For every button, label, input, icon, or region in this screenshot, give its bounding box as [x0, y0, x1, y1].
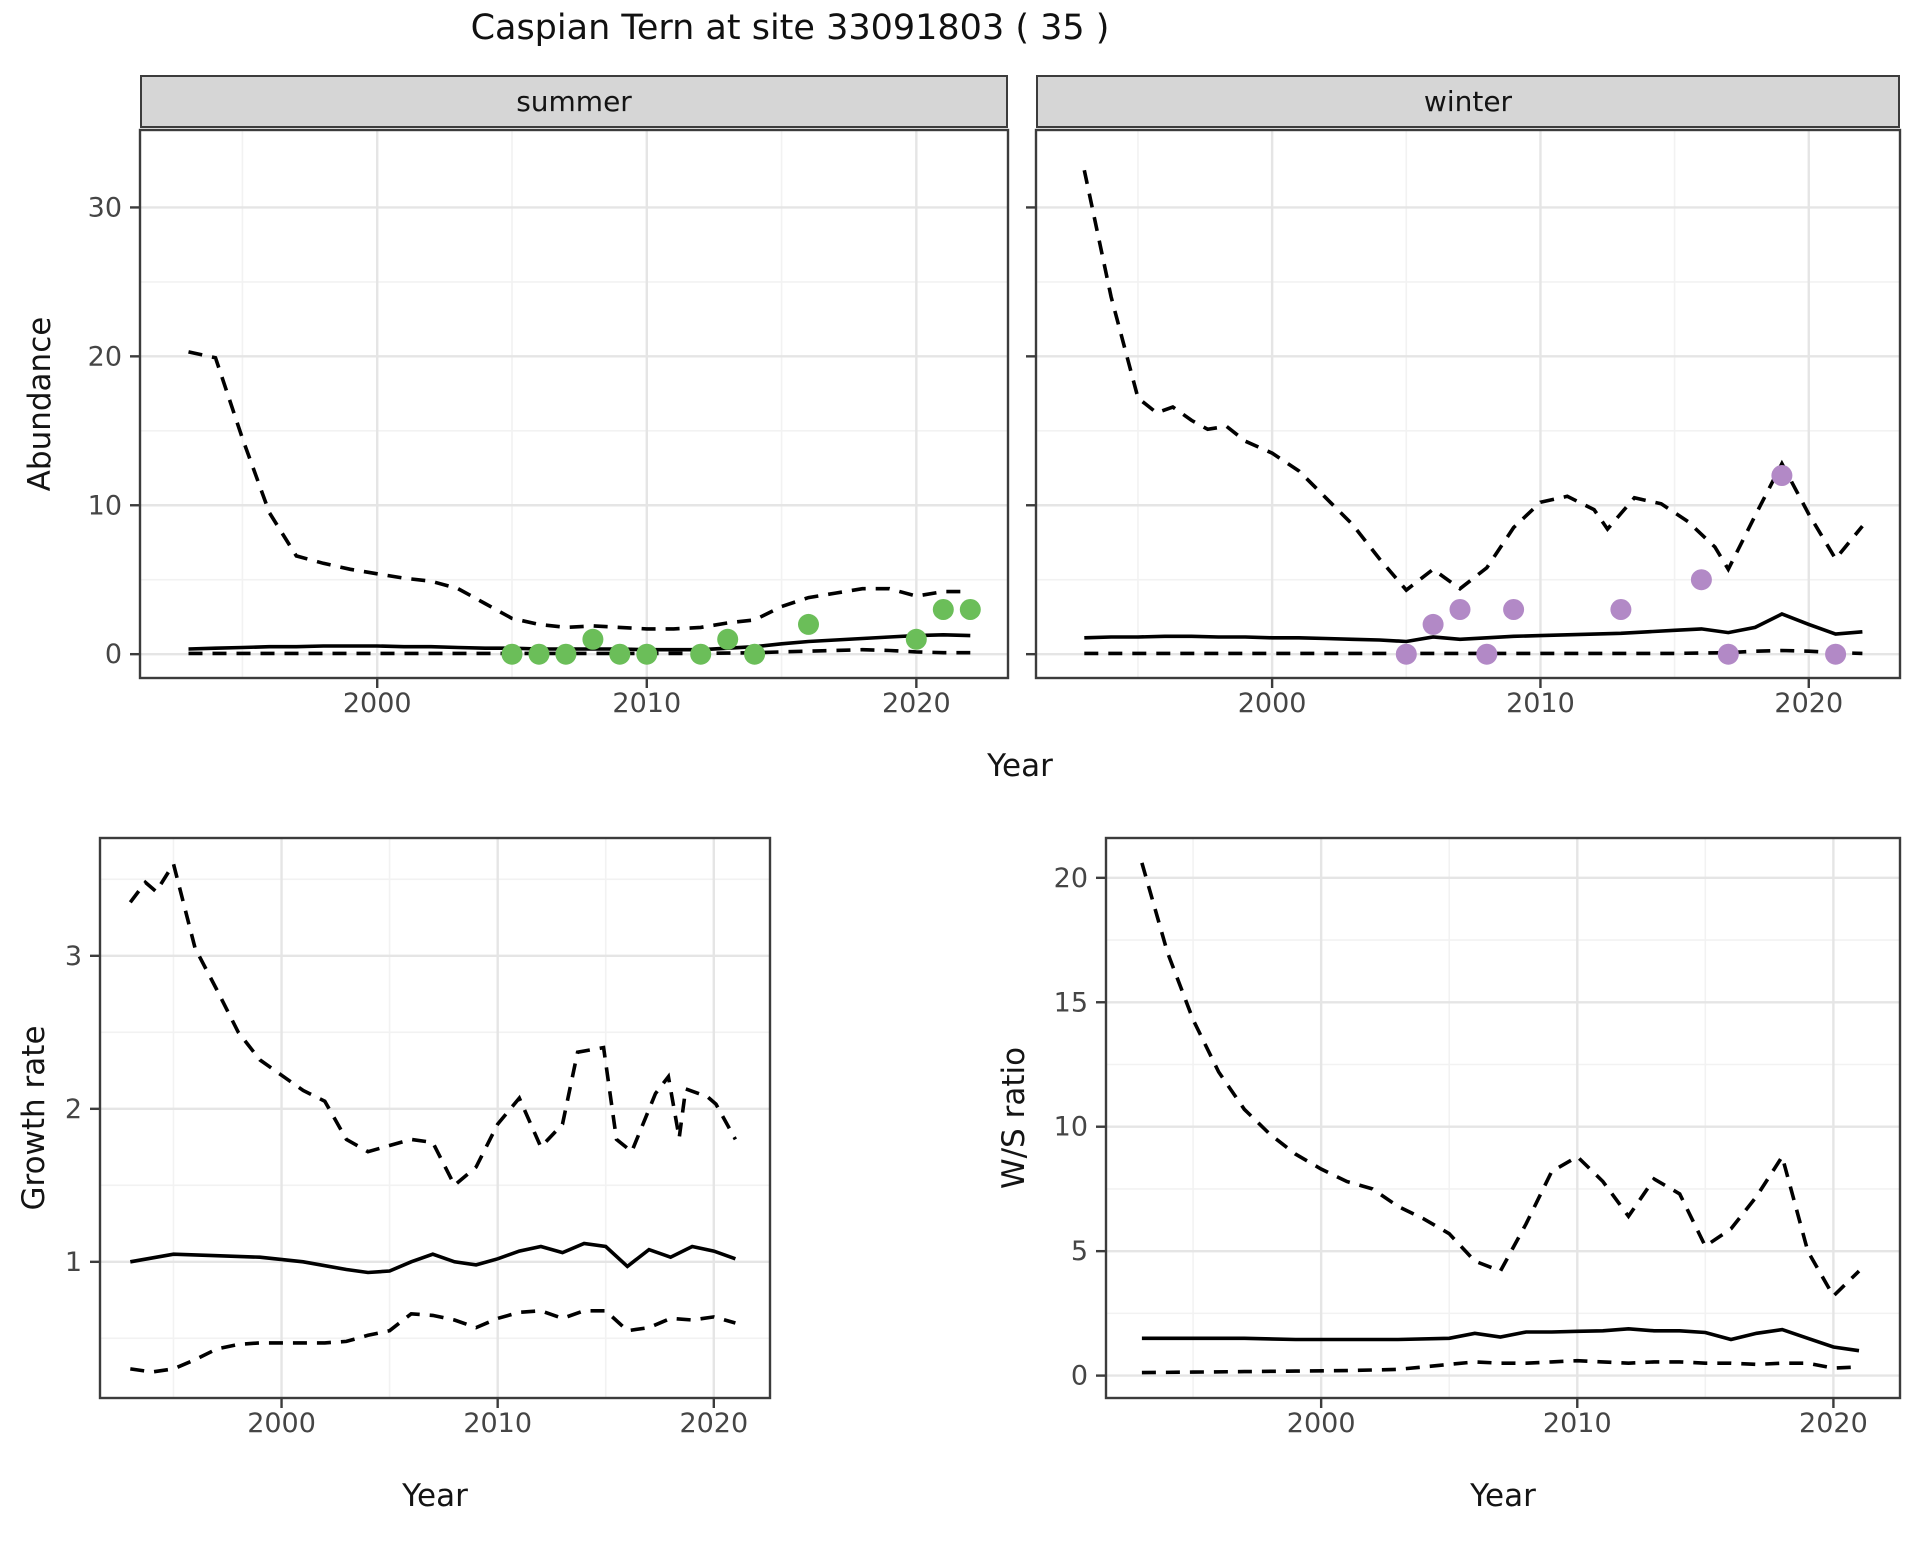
- series-lower-95ci: [1141, 1358, 1860, 1375]
- facet-strip-winter: winter: [1036, 75, 1900, 128]
- y-tick-label: 5: [1071, 1236, 1088, 1267]
- point-summer-observed: [582, 628, 604, 650]
- point-summer-observed: [798, 613, 819, 635]
- point-summer-observed: [932, 599, 954, 620]
- y-tick-label: 2: [65, 1094, 82, 1125]
- x-tick-label: 2020: [679, 1408, 748, 1439]
- x-tick-label: 2020: [882, 688, 951, 719]
- y-tick-label: 10: [1054, 1112, 1088, 1143]
- x-tick-label: 2020: [1799, 1408, 1868, 1439]
- series-lower-95ci: [1084, 648, 1863, 656]
- point-summer-observed: [905, 628, 927, 650]
- x-tick-label: 2020: [1774, 688, 1843, 719]
- x-tick-label: 2010: [463, 1408, 532, 1439]
- y-tick-label: 0: [1071, 1361, 1088, 1392]
- y-tick-label: 20: [1054, 863, 1088, 894]
- point-summer-observed: [690, 643, 712, 665]
- panel-abundance-summer: 2000 2010 2020 0 10 20 30: [88, 128, 1010, 719]
- point-winter-observed: [1690, 569, 1712, 591]
- facet-strip-summer-label: summer: [516, 85, 632, 118]
- point-winter-observed: [1825, 643, 1847, 665]
- panel-growth-rate: 2000 2010 2020 1 2 3: [65, 836, 772, 1439]
- x-tick-label: 2000: [1287, 1408, 1356, 1439]
- y-tick-label: 1: [65, 1247, 82, 1278]
- series-upper-95ci: [1082, 169, 1864, 593]
- panel-abundance-winter: 2000 2010 2020: [1026, 128, 1902, 719]
- facet-strip-winter-label: winter: [1423, 85, 1513, 118]
- series-upper-95ci: [1140, 862, 1861, 1299]
- point-winter-observed: [1422, 613, 1444, 635]
- x-tick-label: 2000: [247, 1408, 316, 1439]
- y-tick-label: 0: [105, 639, 122, 670]
- y-tick-label: 20: [88, 341, 122, 372]
- point-summer-observed: [959, 599, 981, 620]
- series-upper-95ci: [128, 859, 737, 1189]
- x-axis-title-year-ws: Year: [1470, 1478, 1536, 1514]
- point-winter-observed: [1503, 599, 1525, 620]
- x-tick-label: 2000: [1238, 688, 1307, 719]
- point-winter-observed: [1610, 599, 1632, 620]
- point-winter-observed: [1449, 599, 1471, 620]
- y-tick-label: 15: [1054, 987, 1088, 1018]
- panel-border: [1104, 836, 1902, 1400]
- panel-border: [98, 836, 772, 1400]
- point-winter-observed: [1395, 643, 1417, 665]
- x-tick-label: 2010: [1543, 1408, 1612, 1439]
- point-winter-observed: [1771, 465, 1793, 486]
- point-summer-observed: [501, 643, 523, 665]
- point-summer-observed: [636, 643, 658, 665]
- series-median: [129, 1241, 737, 1275]
- point-winter-observed: [1717, 643, 1739, 665]
- x-axis-title-year-top: Year: [987, 748, 1053, 784]
- series-median: [1084, 612, 1863, 644]
- series-upper-95ci: [188, 350, 971, 631]
- x-tick-label: 2010: [1506, 688, 1575, 719]
- y-tick-label: 30: [88, 192, 122, 223]
- point-summer-observed: [528, 643, 550, 665]
- panel-ws-ratio: 2000 2010 2020 0 5 10 15 20: [1054, 836, 1902, 1439]
- x-axis-title-year-growth: Year: [402, 1478, 468, 1514]
- point-winter-observed: [1476, 643, 1498, 665]
- point-summer-observed: [717, 628, 739, 650]
- y-tick-label: 3: [65, 941, 82, 972]
- facet-strip-summer: summer: [140, 75, 1008, 128]
- series-median: [1141, 1326, 1860, 1353]
- point-summer-observed: [555, 643, 577, 665]
- panel-border: [138, 128, 1010, 680]
- point-summer-observed: [744, 643, 766, 665]
- x-tick-label: 2000: [343, 688, 412, 719]
- series-lower-95ci: [130, 1308, 736, 1374]
- series-median: [188, 632, 971, 652]
- y-tick-label: 10: [88, 490, 122, 521]
- point-summer-observed: [609, 643, 631, 665]
- panel-border: [1034, 128, 1902, 680]
- x-tick-label: 2010: [612, 688, 681, 719]
- plot-title: Caspian Tern at site 33091803 ( 35 ): [470, 8, 1110, 48]
